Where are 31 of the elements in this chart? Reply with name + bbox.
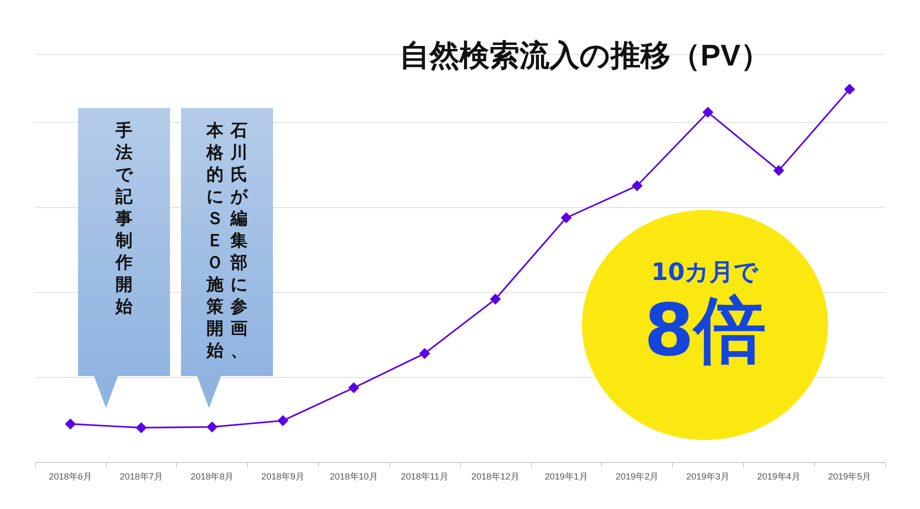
badge-circle: 10カ月で 8倍 [582,210,828,440]
x-tick-label: 2018年12月 [471,472,520,482]
text: 本格的にＳＥＯ施策開始 [206,121,224,361]
point [844,84,856,95]
x-tick-label: 2019年5月 [828,472,872,482]
point [348,382,360,394]
point [206,421,218,432]
x-tick-label: 2019年1月 [544,472,588,482]
x-tick-label: 2018年10月 [330,472,378,482]
x-tick-label: 2019年4月 [757,472,800,482]
text: 手法で記事制作開始 [116,121,132,317]
text: 石川氏が編集部に参画、 [230,121,248,361]
point [136,422,147,434]
x-tick-label: 2018年7月 [120,472,163,482]
chart-title: 自然検索流入の推移（PV） [399,38,771,72]
x-tick-label: 2019年3月 [686,472,730,482]
x-tick-label: 2019年2月 [616,472,659,482]
point [702,106,714,118]
annotation: 10カ月で [650,257,760,288]
point [419,348,430,360]
annotation: 8倍 [642,288,768,372]
point [560,212,572,224]
point [64,418,76,430]
point [632,180,643,192]
x-tick-label: 2018年11月 [400,472,448,482]
point [490,294,501,305]
point [277,415,288,426]
x-tick-label: 2018年6月 [48,472,92,482]
point [773,164,784,176]
x-tick-label: 2018年8月 [190,472,234,482]
x-tick-label: 2018年9月 [261,472,304,482]
